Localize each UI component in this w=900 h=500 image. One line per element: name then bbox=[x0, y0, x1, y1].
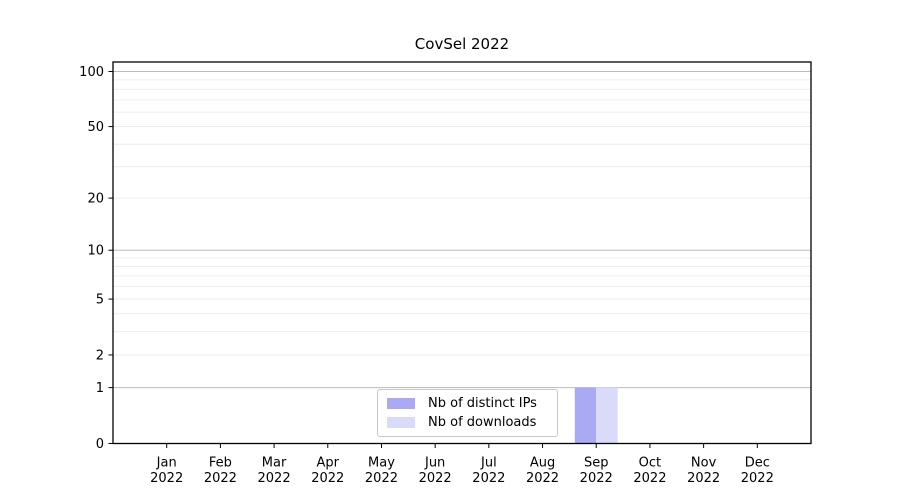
x-tick-label: Dec bbox=[745, 456, 770, 471]
plot-frame bbox=[112, 61, 812, 445]
x-tick-year: 2022 bbox=[258, 471, 291, 486]
legend-swatch-distinct-ips bbox=[387, 398, 415, 409]
legend-item-distinct-ips: Nb of distinct IPs bbox=[387, 396, 557, 411]
x-tick-label: Oct bbox=[639, 456, 661, 471]
x-tick-year: 2022 bbox=[150, 471, 183, 486]
x-tick-year: 2022 bbox=[741, 471, 774, 486]
x-tick-year: 2022 bbox=[419, 471, 452, 486]
x-tick-year: 2022 bbox=[580, 471, 613, 486]
y-tick-label: 100 bbox=[79, 65, 104, 80]
y-tick-label: 50 bbox=[87, 120, 104, 135]
x-tick-year: 2022 bbox=[526, 471, 559, 486]
x-tick-label: Mar bbox=[262, 456, 287, 471]
x-tick-year: 2022 bbox=[365, 471, 398, 486]
x-tick-label: May bbox=[368, 456, 395, 471]
y-tick-label: 20 bbox=[87, 192, 104, 207]
y-tick-label: 0 bbox=[96, 437, 104, 452]
x-tick-year: 2022 bbox=[311, 471, 344, 486]
x-tick-year: 2022 bbox=[204, 471, 237, 486]
x-tick-year: 2022 bbox=[687, 471, 720, 486]
x-tick-label: Jul bbox=[480, 456, 497, 471]
chart-legend: Nb of distinct IPs Nb of downloads bbox=[377, 389, 558, 437]
y-tick-label: 2 bbox=[96, 348, 104, 363]
legend-swatch-downloads bbox=[387, 417, 415, 428]
y-tick-label: 10 bbox=[87, 244, 104, 259]
x-tick-label: Nov bbox=[691, 456, 717, 471]
x-tick-label: Sep bbox=[584, 456, 609, 471]
x-tick-label: Aug bbox=[530, 456, 555, 471]
x-tick-year: 2022 bbox=[472, 471, 505, 486]
x-tick-year: 2022 bbox=[633, 471, 666, 486]
legend-label-distinct-ips: Nb of distinct IPs bbox=[428, 396, 537, 411]
legend-item-downloads: Nb of downloads bbox=[387, 415, 557, 430]
bar bbox=[596, 387, 618, 444]
bar bbox=[574, 387, 597, 444]
x-tick-label: Jan bbox=[156, 456, 177, 471]
y-tick-label: 5 bbox=[96, 293, 104, 308]
x-tick-label: Apr bbox=[317, 456, 340, 471]
legend-label-downloads: Nb of downloads bbox=[428, 415, 537, 430]
chart-title: CovSel 2022 bbox=[414, 35, 510, 53]
x-tick-label: Jun bbox=[424, 456, 445, 471]
y-tick-label: 1 bbox=[96, 381, 104, 396]
x-tick-label: Feb bbox=[209, 456, 232, 471]
